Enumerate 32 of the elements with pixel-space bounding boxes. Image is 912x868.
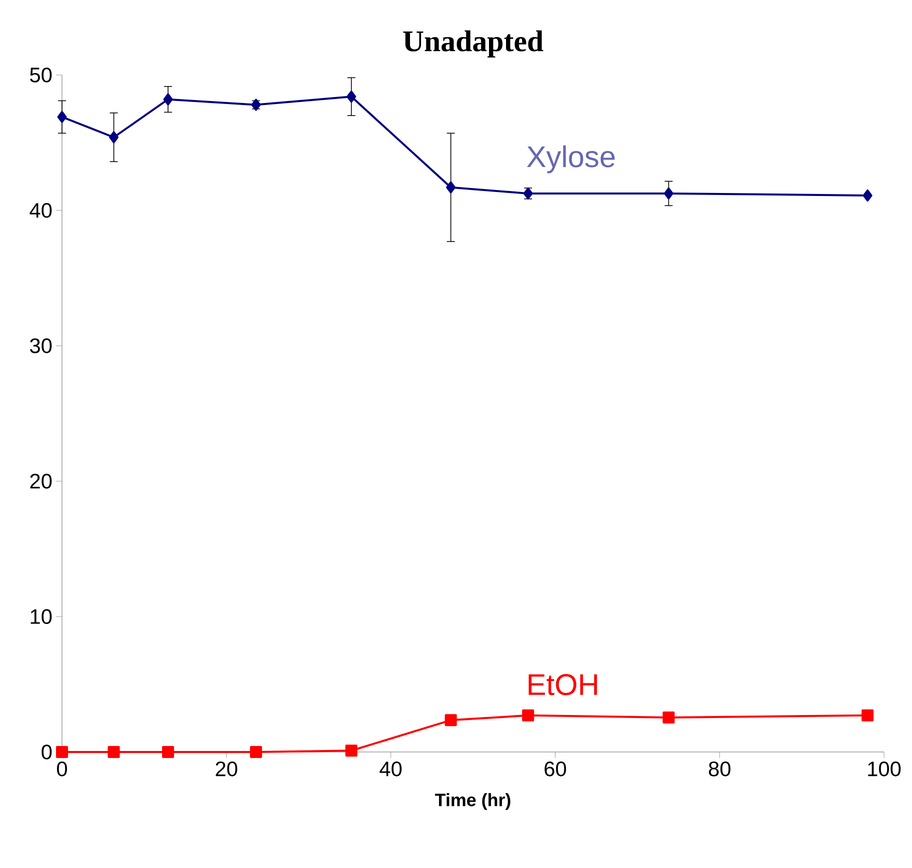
point bbox=[109, 131, 119, 144]
point bbox=[162, 746, 174, 758]
point bbox=[345, 744, 358, 757]
point bbox=[522, 709, 534, 722]
x-tick-label: 60 bbox=[544, 762, 566, 776]
y-tick-label: 10 bbox=[30, 609, 52, 624]
point bbox=[346, 90, 356, 103]
point bbox=[862, 189, 872, 202]
x-tick-label: 0 bbox=[57, 762, 67, 776]
point bbox=[664, 187, 674, 200]
point bbox=[57, 110, 67, 123]
y-tick-label: 40 bbox=[30, 202, 52, 218]
series-label: EtOH bbox=[528, 674, 597, 696]
point bbox=[108, 746, 120, 758]
y-tick-label: 50 bbox=[30, 68, 52, 82]
point bbox=[444, 714, 457, 726]
x-axis-title: Time (hr) bbox=[435, 793, 510, 810]
y-tick-label: 30 bbox=[30, 338, 52, 354]
point bbox=[446, 181, 456, 194]
point bbox=[862, 709, 874, 722]
x-tick-label: 40 bbox=[380, 762, 402, 776]
series-label: Xylose bbox=[526, 145, 615, 174]
point bbox=[662, 711, 675, 724]
x-tick-label: 80 bbox=[708, 762, 730, 776]
x-tick-label: 100 bbox=[868, 762, 901, 776]
point bbox=[163, 93, 173, 106]
chart-title: Unadapted bbox=[403, 30, 544, 58]
point bbox=[250, 746, 262, 758]
x-tick-label: 20 bbox=[216, 762, 238, 776]
y-tick-label: 20 bbox=[30, 474, 52, 489]
y-tick-label: 0 bbox=[42, 744, 52, 760]
point bbox=[56, 746, 68, 758]
